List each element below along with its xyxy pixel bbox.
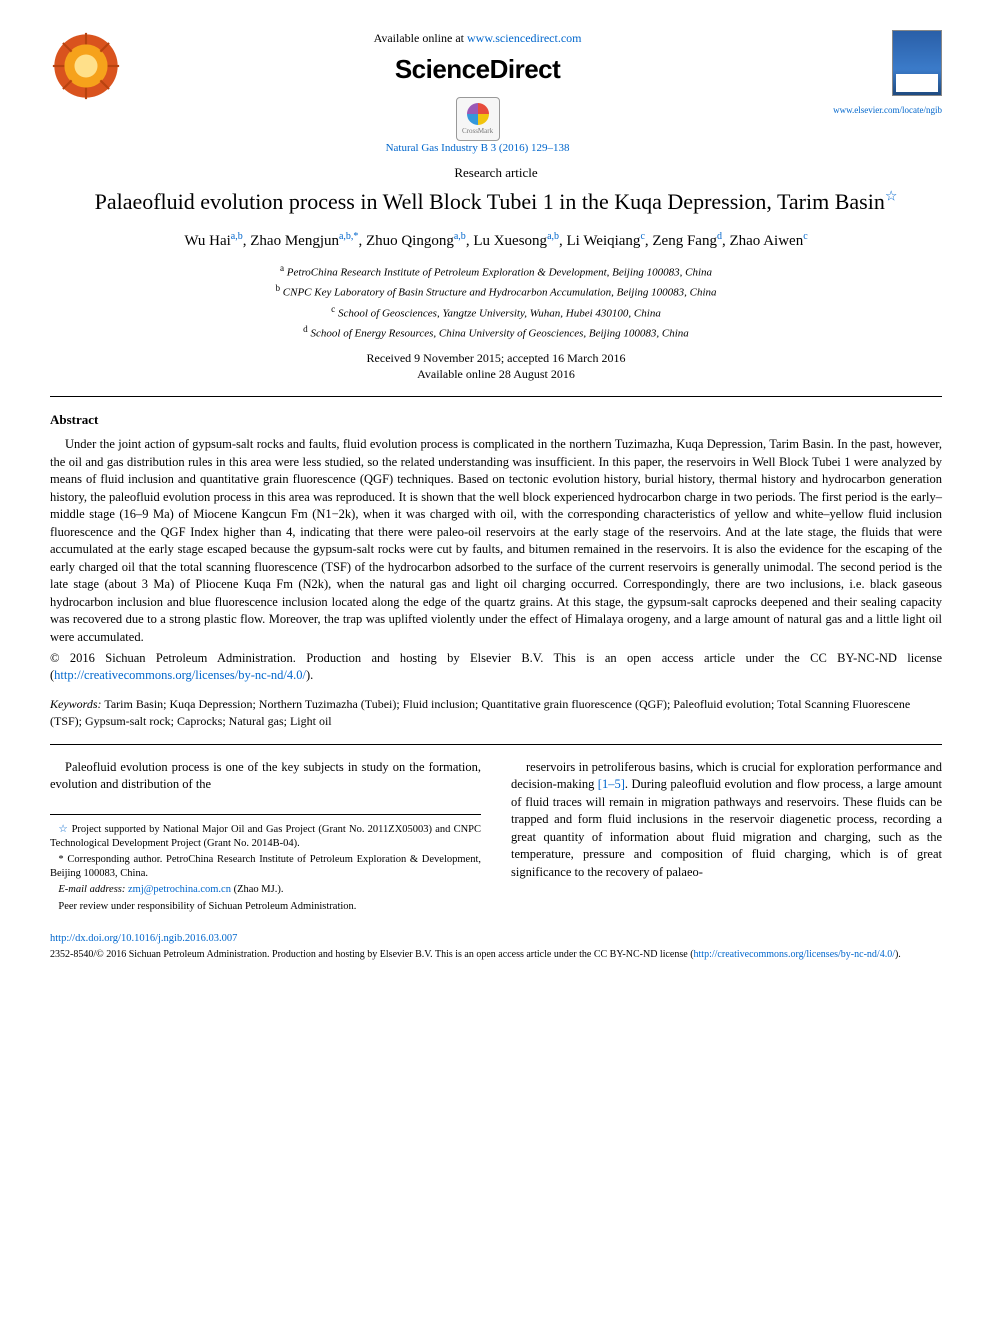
doi-line: http://dx.doi.org/10.1016/j.ngib.2016.03… <box>50 932 942 946</box>
header-right: www.elsevier.com/locate/ngib <box>833 30 942 116</box>
footer-license-close: ). <box>895 949 901 960</box>
body-col-left: Paleofluid evolution process is one of t… <box>50 759 481 916</box>
footnote-peer-review: Peer review under responsibility of Sich… <box>50 900 481 914</box>
article-type: Research article <box>50 164 942 182</box>
rule-bottom <box>50 744 942 745</box>
abstract-heading: Abstract <box>50 411 942 429</box>
title-text: Palaeofluid evolution process in Well Bl… <box>95 189 885 214</box>
author-list: Wu Haia,b, Zhao Mengjuna,b,*, Zhuo Qingo… <box>50 230 942 251</box>
footnote-corresponding: * Corresponding author. PetroChina Resea… <box>50 853 481 881</box>
elsevier-locate-link[interactable]: www.elsevier.com/locate/ngib <box>833 104 942 116</box>
body-col-right: reservoirs in petroliferous basins, whic… <box>511 759 942 916</box>
footnotes: ☆ Project supported by National Major Oi… <box>50 814 481 914</box>
footnote-email: E-mail address: zmj@petrochina.com.cn (Z… <box>50 883 481 897</box>
title-footnote-star: ☆ <box>885 189 898 204</box>
available-prefix: Available online at <box>374 31 467 45</box>
email-label: E-mail address: <box>58 884 128 895</box>
abstract-body: Under the joint action of gypsum-salt ro… <box>50 436 942 646</box>
abstract-license: © 2016 Sichuan Petroleum Administration.… <box>50 650 942 684</box>
sun-logo-icon <box>50 30 122 102</box>
article-dates: Received 9 November 2015; accepted 16 Ma… <box>50 350 942 382</box>
footnote-funding-text: Project supported by National Major Oil … <box>50 824 481 849</box>
doi-link[interactable]: http://dx.doi.org/10.1016/j.ngib.2016.03… <box>50 933 237 944</box>
rule-top <box>50 396 942 397</box>
citation-link[interactable]: [1–5] <box>598 777 625 791</box>
license-close: ). <box>306 668 313 682</box>
footer-license: 2352-8540/© 2016 Sichuan Petroleum Admin… <box>50 948 942 961</box>
footnote-funding: ☆ Project supported by National Major Oi… <box>50 823 481 851</box>
crossmark-icon <box>467 103 489 125</box>
keywords-text: Tarim Basin; Kuqa Depression; Northern T… <box>50 697 910 728</box>
body-right-para: reservoirs in petroliferous basins, whic… <box>511 759 942 882</box>
footer-license-link[interactable]: http://creativecommons.org/licenses/by-n… <box>694 949 895 960</box>
email-link[interactable]: zmj@petrochina.com.cn <box>128 884 231 895</box>
affiliation: b CNPC Key Laboratory of Basin Structure… <box>50 282 942 301</box>
sciencedirect-url-link[interactable]: www.sciencedirect.com <box>467 31 582 45</box>
header: Available online at www.sciencedirect.co… <box>50 30 942 156</box>
affiliation: d School of Energy Resources, China Univ… <box>50 323 942 342</box>
article-title: Palaeofluid evolution process in Well Bl… <box>50 188 942 217</box>
journal-cover-thumb <box>892 30 942 96</box>
header-center: Available online at www.sciencedirect.co… <box>122 30 833 156</box>
keywords-block: Keywords: Tarim Basin; Kuqa Depression; … <box>50 696 942 730</box>
crossmark-badge[interactable]: CrossMark <box>456 97 500 141</box>
crossmark-label: CrossMark <box>462 127 493 136</box>
body-left-para: Paleofluid evolution process is one of t… <box>50 759 481 794</box>
keywords-label: Keywords: <box>50 697 102 711</box>
available-online-line: Available online at www.sciencedirect.co… <box>142 30 813 46</box>
affiliations: a PetroChina Research Institute of Petro… <box>50 262 942 342</box>
affiliation: a PetroChina Research Institute of Petro… <box>50 262 942 281</box>
footer-issn-text: 2352-8540/© 2016 Sichuan Petroleum Admin… <box>50 949 694 960</box>
footnote-star-icon: ☆ <box>58 824 68 835</box>
affiliation: c School of Geosciences, Yangtze Univers… <box>50 303 942 322</box>
body-columns: Paleofluid evolution process is one of t… <box>50 759 942 916</box>
available-online: Available online 28 August 2016 <box>50 366 942 382</box>
sciencedirect-brand: ScienceDirect <box>142 52 813 87</box>
email-paren: (Zhao MJ.). <box>231 884 284 895</box>
journal-reference: Natural Gas Industry B 3 (2016) 129–138 <box>142 141 813 156</box>
received-accepted: Received 9 November 2015; accepted 16 Ma… <box>50 350 942 366</box>
publisher-logo <box>50 30 122 107</box>
license-link[interactable]: http://creativecommons.org/licenses/by-n… <box>54 668 306 682</box>
